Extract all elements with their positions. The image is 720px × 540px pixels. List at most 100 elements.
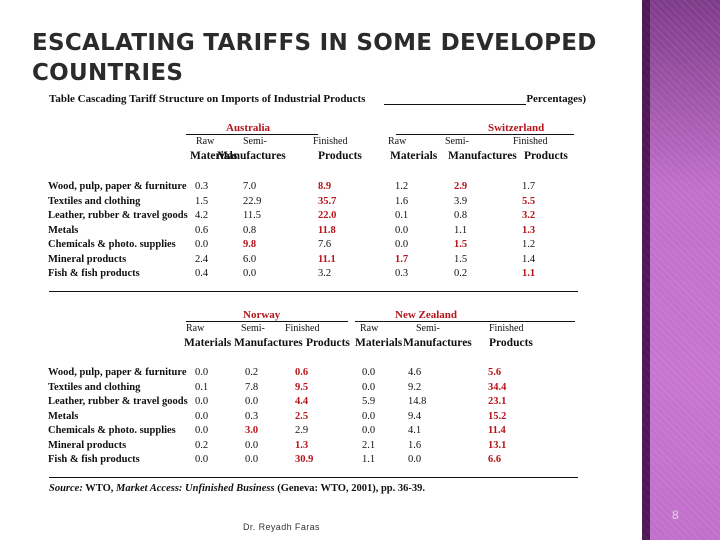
table-cell: 30.9 — [295, 454, 314, 465]
table-cell: 0.0 — [395, 239, 409, 250]
table-cell: 0.3 — [395, 268, 409, 279]
table-cell: 11.4 — [488, 425, 506, 436]
table-cell: 35.7 — [318, 195, 337, 207]
units-label: Percentages) — [526, 93, 586, 105]
column-head: Materials — [184, 337, 232, 349]
table-cell: 2.9 — [295, 425, 309, 436]
page-number: 8 — [672, 508, 679, 522]
table-cell: 1.2 — [522, 239, 536, 250]
table-cell: 7.0 — [243, 181, 257, 192]
source-text-2: (Geneva: WTO, 2001), pp. 36-39. — [274, 483, 426, 494]
column-head: Finished — [285, 323, 320, 334]
table-cell: 0.0 — [195, 410, 209, 422]
table-cell: 0.0 — [408, 454, 422, 465]
table-cell: 0.2 — [454, 268, 468, 279]
table-cell: 5.5 — [522, 195, 536, 207]
table-cell: 1.7 — [522, 181, 536, 192]
column-head: Finished — [489, 323, 524, 334]
column-head: Products — [489, 337, 533, 349]
table-cell: 1.5 — [195, 195, 209, 207]
country-name: New Zealand — [395, 309, 458, 321]
country-underline — [355, 321, 575, 322]
table-cell: 0.8 — [243, 224, 257, 236]
table-cell: 6.0 — [243, 253, 257, 265]
table-cell: 8.9 — [318, 181, 332, 192]
table-cell: 11.5 — [243, 210, 261, 221]
table-cell: 0.0 — [243, 268, 257, 279]
table-cell: 2.5 — [295, 410, 309, 422]
table-cell: 0.0 — [245, 396, 259, 407]
row-label: Metals — [48, 224, 79, 236]
table-cell: 4.1 — [408, 425, 422, 436]
column-head: Finished — [513, 136, 548, 147]
row-label: Textiles and clothing — [48, 381, 141, 393]
table-cell: 3.0 — [245, 425, 259, 436]
country-underline — [186, 321, 348, 322]
table-cell: 4.4 — [295, 396, 309, 407]
row-label: Wood, pulp, paper & furniture — [48, 367, 187, 378]
table-cell: 0.1 — [395, 210, 409, 221]
table-cell: 6.6 — [488, 454, 502, 465]
table-cell: 11.1 — [318, 253, 336, 265]
row-label: Leather, rubber & travel goods — [48, 396, 188, 407]
table-cell: 1.1 — [454, 224, 468, 236]
caption-underline — [384, 104, 526, 105]
table-cell: 1.1 — [362, 454, 376, 465]
source-label: Source: — [49, 483, 83, 494]
column-head: Raw — [388, 136, 407, 147]
decorative-side-band — [642, 0, 720, 540]
table-cell: 0.0 — [245, 454, 259, 465]
table-cell: 0.3 — [195, 181, 209, 192]
table-cell: 13.1 — [488, 439, 507, 451]
row-label: Chemicals & photo. supplies — [48, 239, 176, 250]
table-cell: 1.6 — [408, 439, 422, 451]
column-head: Semi- — [241, 323, 265, 334]
column-head: Materials — [355, 337, 403, 349]
table-cell: 3.2 — [318, 268, 332, 279]
table-cell: 0.8 — [454, 210, 468, 221]
table-cell: 34.4 — [488, 381, 507, 393]
table-cell: 1.3 — [295, 439, 309, 451]
table-caption: Table Cascading Tariff Structure on Impo… — [49, 93, 366, 105]
table-cell: 0.4 — [195, 268, 209, 279]
table-cell: 4.6 — [408, 367, 422, 378]
column-head: Materials — [390, 150, 438, 162]
table-cell: 0.0 — [195, 396, 209, 407]
table-cell: 0.6 — [295, 367, 309, 378]
table-cell: 0.1 — [195, 381, 209, 393]
table-cell: 9.2 — [408, 381, 422, 393]
slide-title: ESCALATING TARIFFS IN SOME DEVELOPED COU… — [32, 30, 597, 86]
row-label: Mineral products — [48, 439, 127, 451]
table-cell: 3.2 — [522, 210, 536, 221]
row-label: Metals — [48, 410, 79, 422]
column-head: Products — [318, 150, 362, 162]
table-cell: 23.1 — [488, 396, 507, 407]
table-cell: 14.8 — [408, 396, 427, 407]
country-underline — [396, 134, 574, 135]
table-cell: 0.0 — [362, 381, 376, 393]
column-head: Manufactures — [403, 337, 472, 349]
row-label: Wood, pulp, paper & furniture — [48, 181, 187, 192]
table-cell: 0.0 — [362, 410, 376, 422]
column-head: Semi- — [243, 136, 267, 147]
table-cell: 5.6 — [488, 367, 502, 378]
table-cell: 11.8 — [318, 224, 336, 236]
row-label: Leather, rubber & travel goods — [48, 210, 188, 221]
table-cell: 0.2 — [245, 367, 259, 378]
table-cell: 3.9 — [454, 195, 468, 207]
column-head: Manufactures — [234, 337, 303, 349]
table-cell: 1.1 — [522, 268, 536, 279]
column-head: Products — [524, 150, 568, 162]
country-name: Norway — [243, 309, 281, 321]
table-cell: 5.9 — [362, 396, 376, 407]
table-cell: 4.2 — [195, 210, 209, 221]
table-cell: 9.5 — [295, 381, 309, 393]
table-cell: 9.4 — [408, 410, 422, 422]
country-underline — [186, 134, 318, 135]
column-head: Materials — [190, 150, 238, 162]
table-cell: 2.1 — [362, 439, 376, 451]
row-label: Chemicals & photo. supplies — [48, 425, 176, 436]
country-name: Australia — [226, 122, 270, 134]
column-head: Raw — [360, 323, 379, 334]
table-caption-row: Table Cascading Tariff Structure on Impo… — [49, 93, 586, 105]
